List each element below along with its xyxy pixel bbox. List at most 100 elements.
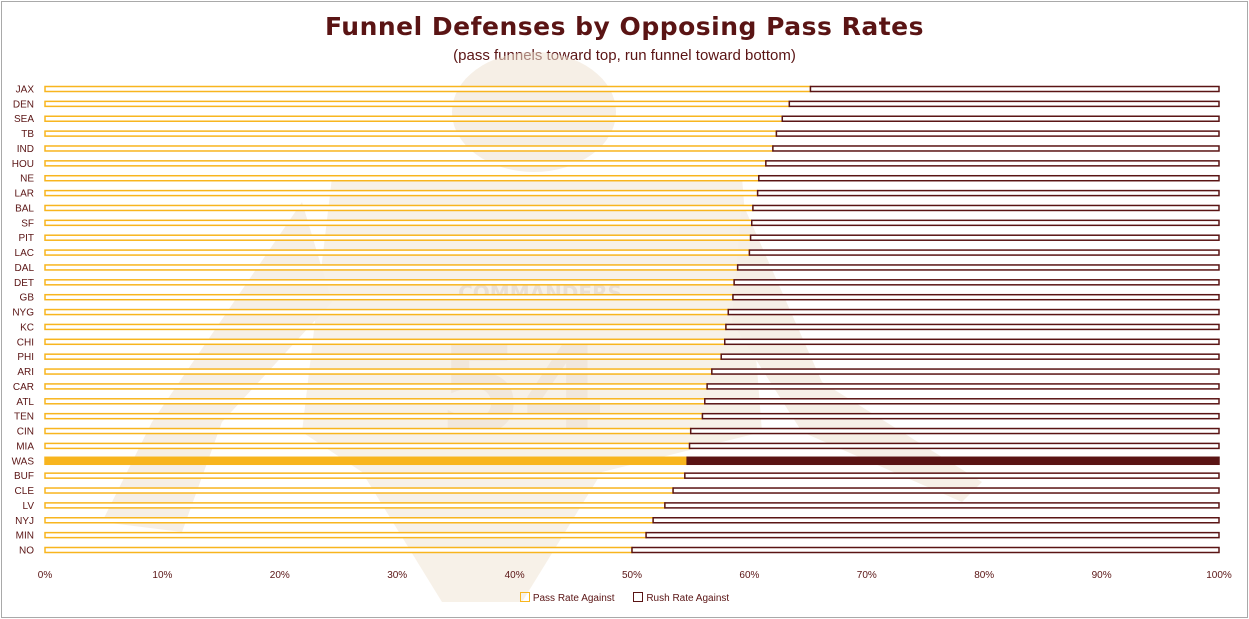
legend-label-pass: Pass Rate Against	[532, 593, 615, 604]
y-tick-label-cle: CLE	[15, 486, 35, 497]
y-tick-label-nyj: NYJ	[15, 516, 34, 527]
bar-pass-car[interactable]	[44, 383, 708, 390]
y-tick-label-ind: IND	[17, 144, 34, 155]
bar-rush-det[interactable]	[733, 279, 1220, 286]
y-tick-label-hou: HOU	[12, 159, 34, 170]
bar-pass-sea[interactable]	[44, 115, 784, 122]
bar-rush-ne[interactable]	[758, 174, 1220, 182]
bar-pass-nyg[interactable]	[44, 308, 730, 316]
bar-pass-bal[interactable]	[44, 204, 754, 212]
watermark-jersey-number: 54	[439, 322, 606, 461]
y-tick-label-was: WAS	[12, 456, 35, 467]
bar-pass-chi[interactable]	[44, 338, 726, 346]
y-tick-label-det: DET	[14, 278, 34, 289]
bar-rush-kc[interactable]	[725, 323, 1220, 331]
y-tick-label-cin: CIN	[17, 427, 34, 438]
bar-pass-no[interactable]	[44, 546, 633, 554]
bar-pass-ne[interactable]	[44, 174, 760, 182]
bar-pass-atl[interactable]	[44, 398, 706, 405]
y-tick-label-mia: MIA	[16, 441, 34, 452]
bar-pass-sf[interactable]	[44, 219, 753, 227]
bar-pass-cle[interactable]	[44, 487, 674, 494]
bar-rush-lar[interactable]	[756, 189, 1220, 197]
bar-rush-no[interactable]	[631, 546, 1220, 554]
y-tick-label-tb: TB	[21, 129, 34, 140]
bar-pass-tb[interactable]	[44, 130, 778, 137]
bar-rush-dal[interactable]	[736, 264, 1220, 271]
bar-rush-chi[interactable]	[723, 338, 1220, 346]
y-tick-label-lac: LAC	[15, 248, 34, 259]
bar-rush-ind[interactable]	[772, 145, 1220, 152]
legend-item-rush[interactable]: Rush Rate Against	[633, 592, 729, 604]
x-tick-label-40: 40%	[505, 570, 525, 581]
bar-pass-mia[interactable]	[44, 442, 691, 450]
x-tick-label-20: 20%	[270, 570, 290, 581]
bar-pass-pit[interactable]	[44, 234, 752, 241]
bar-rush-car[interactable]	[706, 383, 1220, 390]
legend-label-rush: Rush Rate Against	[646, 593, 730, 604]
legend-swatch-pass	[519, 592, 530, 602]
bar-rush-nyj[interactable]	[652, 517, 1220, 524]
x-axis-labels: 0% 10% 20% 30% 40% 50% 60% 70% 80% 90% 100%	[38, 570, 1232, 581]
bar-rush-bal[interactable]	[752, 204, 1220, 212]
bar-pass-jax[interactable]	[44, 85, 812, 93]
y-tick-label-no: NO	[19, 546, 34, 557]
legend-item-pass[interactable]: Pass Rate Against	[519, 592, 615, 604]
bar-pass-kc[interactable]	[44, 323, 727, 331]
bar-rush-gb[interactable]	[732, 293, 1220, 301]
y-tick-label-bal: BAL	[15, 203, 34, 214]
bar-rush-mia[interactable]	[688, 442, 1220, 450]
bar-rush-pit[interactable]	[749, 234, 1220, 241]
bar-rush-min[interactable]	[645, 531, 1220, 539]
bar-rush-cle[interactable]	[672, 487, 1220, 494]
x-tick-label-70: 70%	[857, 570, 877, 581]
y-tick-label-den: DEN	[13, 99, 34, 110]
bar-pass-min[interactable]	[44, 531, 647, 539]
y-tick-label-ne: NE	[20, 174, 34, 185]
bar-pass-buf[interactable]	[44, 472, 686, 479]
bar-rush-sf[interactable]	[750, 219, 1220, 227]
bar-rush-cin[interactable]	[689, 427, 1220, 435]
bar-pass-nyj[interactable]	[44, 517, 654, 524]
legend: Pass Rate Against Rush Rate Against	[2, 592, 1247, 604]
bar-rush-tb[interactable]	[775, 130, 1220, 137]
bar-rush-nyg[interactable]	[727, 308, 1220, 316]
y-tick-label-kc: KC	[20, 322, 34, 333]
bar-rush-buf[interactable]	[684, 472, 1220, 479]
bar-rush-ari[interactable]	[711, 368, 1220, 375]
y-tick-label-dal: DAL	[15, 263, 35, 274]
bar-rush-was[interactable]	[686, 456, 1220, 466]
bar-pass-ind[interactable]	[44, 145, 774, 152]
bar-rush-den[interactable]	[788, 100, 1220, 108]
y-tick-label-phi: PHI	[17, 352, 34, 363]
bar-rush-atl[interactable]	[704, 398, 1220, 405]
y-tick-label-lar: LAR	[15, 189, 34, 200]
x-tick-label-10: 10%	[152, 570, 172, 581]
bar-rush-ten[interactable]	[701, 412, 1220, 420]
bar-pass-was[interactable]	[44, 456, 688, 466]
y-tick-label-jax: JAX	[16, 85, 35, 96]
bar-pass-dal[interactable]	[44, 264, 739, 271]
y-tick-label-min: MIN	[16, 531, 34, 542]
bar-pass-lac[interactable]	[44, 249, 751, 256]
y-tick-label-buf: BUF	[14, 471, 34, 482]
bar-rush-lv[interactable]	[664, 502, 1220, 509]
bar-pass-det[interactable]	[44, 279, 735, 286]
bar-pass-ari[interactable]	[44, 368, 713, 375]
bar-pass-lar[interactable]	[44, 189, 759, 197]
bar-pass-phi[interactable]	[44, 353, 722, 360]
bar-pass-cin[interactable]	[44, 427, 692, 435]
bar-rush-lac[interactable]	[748, 249, 1220, 256]
bar-rush-phi[interactable]	[720, 353, 1220, 360]
bar-pass-den[interactable]	[44, 100, 791, 108]
bar-rush-jax[interactable]	[809, 85, 1220, 93]
bar-rush-sea[interactable]	[781, 115, 1220, 122]
bar-pass-lv[interactable]	[44, 502, 666, 509]
bar-pass-gb[interactable]	[44, 293, 734, 301]
x-tick-label-60: 60%	[739, 570, 759, 581]
bar-rush-hou[interactable]	[765, 160, 1220, 167]
bar-pass-ten[interactable]	[44, 412, 704, 420]
bar-pass-hou[interactable]	[44, 160, 767, 167]
y-tick-label-sea: SEA	[14, 114, 34, 125]
